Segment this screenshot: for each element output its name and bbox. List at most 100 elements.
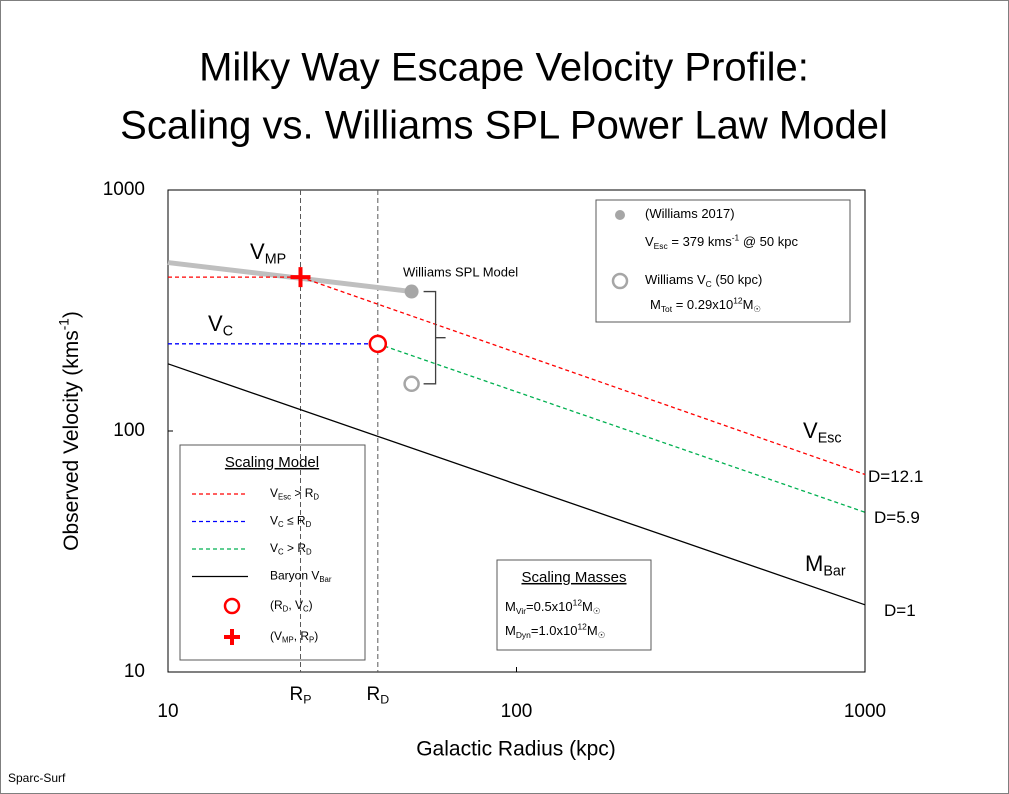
y-axis-label: Observed Velocity (kms-1) <box>56 311 82 551</box>
series-line <box>168 276 866 476</box>
text-part: D=1 <box>884 601 916 620</box>
text-part: ) <box>60 311 83 318</box>
text-part: M <box>505 623 516 638</box>
text-part: ≤ R <box>284 514 306 528</box>
text-part: D=5.9 <box>874 508 920 527</box>
legend-label: (RD, VC) <box>270 598 313 613</box>
radius-label: RD <box>366 684 389 707</box>
x-tick-label: 1000 <box>844 701 886 722</box>
masses-text: MVir=0.5x1012M☉ <box>505 598 600 616</box>
williams-point <box>404 284 419 299</box>
text-part: , V <box>288 598 303 612</box>
annotation: VMP <box>250 239 286 268</box>
text-part: MP <box>265 251 286 267</box>
x-tick-label: 100 <box>501 701 533 722</box>
x-tick-label: 10 <box>157 701 178 722</box>
text-part: Vir <box>516 606 526 616</box>
y-tick-label: 10 <box>124 661 145 682</box>
legend-box <box>179 444 366 661</box>
annotation: MBar <box>805 551 846 580</box>
text-part: D=12.1 <box>868 467 923 486</box>
text-part: MP <box>282 636 294 645</box>
text-part: M <box>582 599 593 614</box>
text-part: V <box>803 418 818 443</box>
masses-text: MDyn=1.0x1012M☉ <box>505 622 605 640</box>
point <box>290 267 311 288</box>
series-line <box>167 363 866 606</box>
text-part: M <box>743 297 754 312</box>
text-part: ☉ <box>753 304 761 314</box>
info-text: VEsc = 379 kms-1 @ 50 kpc <box>645 233 798 251</box>
text-part: 12 <box>573 598 583 608</box>
chart-title: Scaling vs. Williams SPL Power Law Model <box>120 104 888 148</box>
text-part: (50 kpc) <box>712 272 763 287</box>
text-part: C <box>706 279 712 289</box>
text-part: V <box>270 514 278 528</box>
text-part: > R <box>291 486 314 500</box>
legend-label: VEsc > RD <box>270 486 319 501</box>
text-part: =1.0x10 <box>531 623 578 638</box>
source: Sparc-Surf <box>8 771 66 785</box>
info-icon <box>611 272 629 290</box>
text-part: ☉ <box>593 606 601 616</box>
text-part: P <box>309 636 314 645</box>
text-part: M <box>650 297 661 312</box>
text-part: Observed Velocity (kms <box>60 330 83 551</box>
text-part: M <box>505 599 516 614</box>
text-part: @ 50 kpc <box>739 234 798 249</box>
text-part: C <box>278 520 284 529</box>
text-part: Williams V <box>645 272 706 287</box>
series-line <box>377 343 866 513</box>
text-part: D <box>306 520 312 529</box>
text-part: ) <box>309 598 313 612</box>
masses-box <box>496 559 652 651</box>
text-part: 12 <box>577 622 587 632</box>
text-part: (V <box>270 629 282 643</box>
y-tick-label: 1000 <box>103 179 145 200</box>
text-part: V <box>270 486 278 500</box>
text-part: P <box>303 693 311 707</box>
radius-label: RP <box>290 684 312 707</box>
text-part: R <box>290 684 304 705</box>
info-text: Williams VC (50 kpc) <box>645 272 762 289</box>
text-part: M <box>587 623 598 638</box>
info-text: MTot = 0.29x1012M☉ <box>650 296 761 314</box>
text-part: V <box>270 541 278 555</box>
annotation: D=5.9 <box>874 508 920 527</box>
text-part: C <box>223 323 233 339</box>
point <box>223 597 241 615</box>
legend-label: Baryon VBar <box>270 569 332 584</box>
text-part: Esc <box>278 493 291 502</box>
text-part: D <box>306 548 312 557</box>
info-text: (Williams 2017) <box>645 206 735 221</box>
legend-title: Scaling Model <box>225 454 319 471</box>
williams-point <box>403 375 420 393</box>
annotation: D=1 <box>884 601 916 620</box>
text-part: D <box>380 693 389 707</box>
x-axis-label: Galactic Radius (kpc) <box>416 738 616 761</box>
text-part: M <box>805 551 823 576</box>
text-part: Baryon V <box>270 569 319 583</box>
text-part: (R <box>270 598 283 612</box>
text-part: Tot <box>661 304 673 314</box>
text-part: D <box>313 493 319 502</box>
bracket <box>423 290 446 385</box>
annotation: VEsc <box>803 418 842 447</box>
text-part: V <box>645 234 654 249</box>
text-part: (Williams 2017) <box>645 206 735 221</box>
text-part: Bar <box>319 575 332 584</box>
masses-title: Scaling Masses <box>521 569 626 586</box>
text-part: Esc <box>818 430 842 446</box>
text-part: -1 <box>56 318 71 330</box>
text-part: C <box>303 605 309 614</box>
info-icon <box>615 210 625 220</box>
annotation: VC <box>208 311 233 340</box>
text-part: R <box>366 684 380 705</box>
text-part: =0.5x10 <box>526 599 573 614</box>
text-part: = 0.29x10 <box>672 297 733 312</box>
text-part: D <box>283 605 289 614</box>
legend-label: (VMP, RP) <box>270 629 318 644</box>
legend-label: VC > RD <box>270 541 312 556</box>
text-part: ☉ <box>598 630 606 640</box>
